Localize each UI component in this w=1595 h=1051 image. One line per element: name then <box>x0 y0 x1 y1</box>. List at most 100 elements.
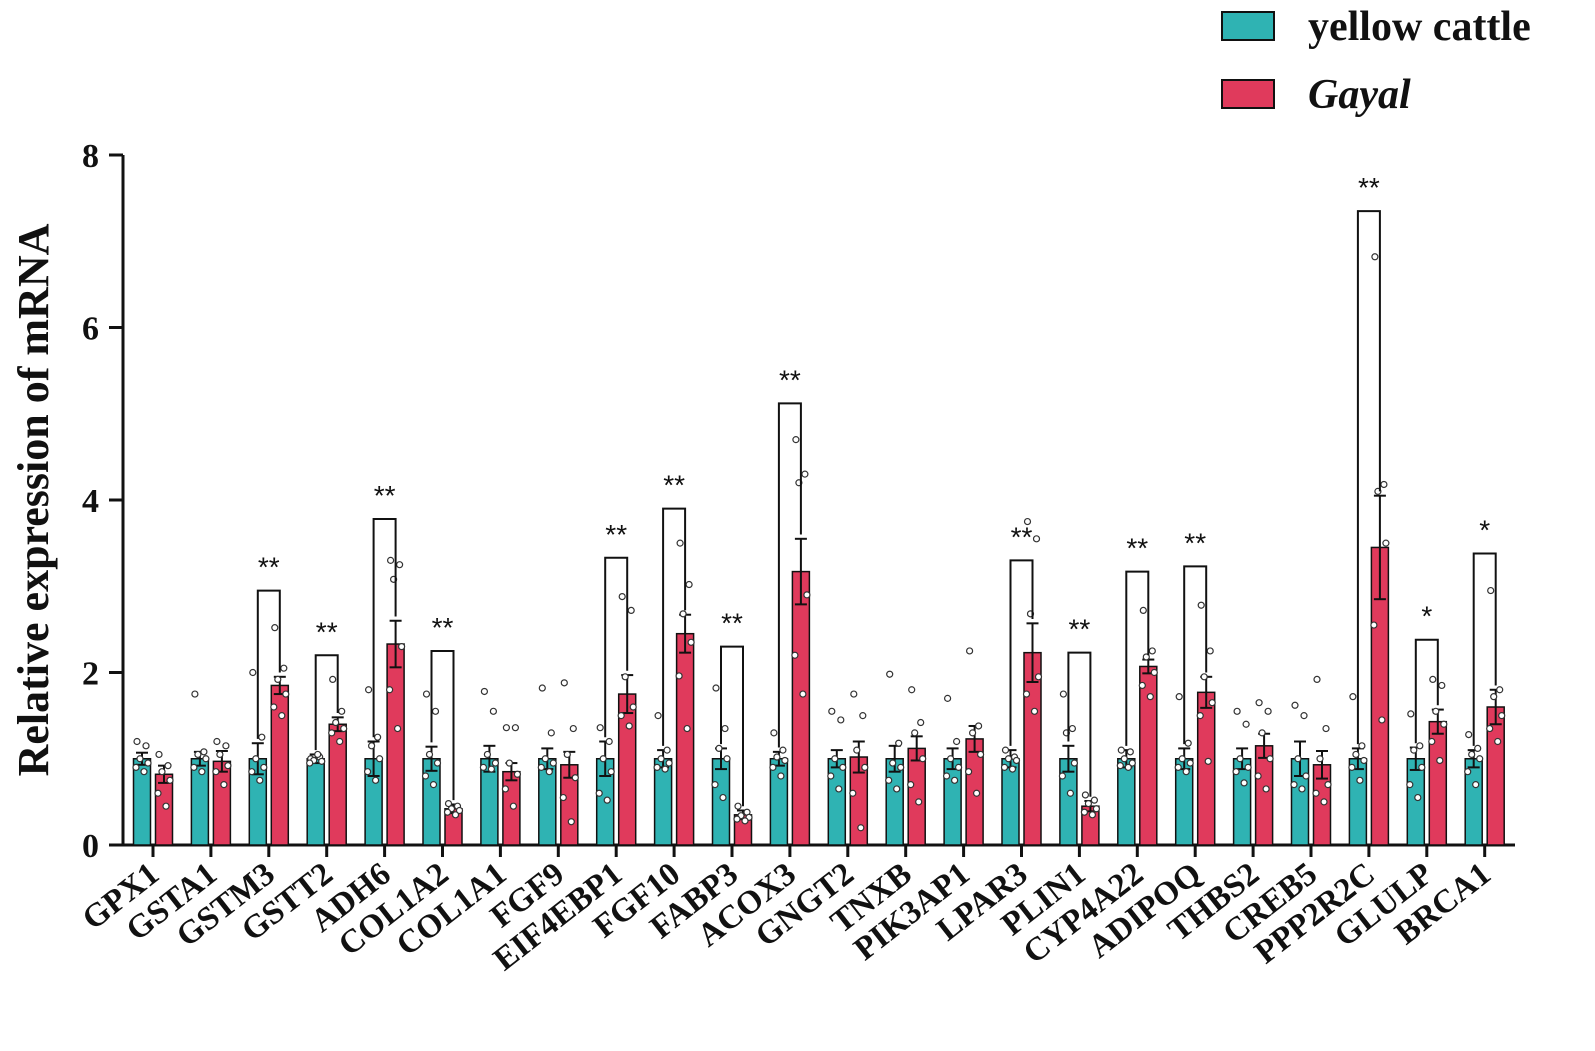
data-point <box>1416 742 1424 750</box>
data-point <box>653 763 661 771</box>
data-point <box>603 796 611 804</box>
data-point <box>545 768 553 776</box>
data-point <box>853 746 861 754</box>
data-point <box>1324 781 1332 789</box>
data-point <box>282 690 290 698</box>
data-point <box>421 772 430 780</box>
bar <box>386 643 405 846</box>
significance-label: ** <box>1358 172 1380 203</box>
data-point <box>509 802 518 810</box>
data-point <box>657 755 665 763</box>
data-point <box>278 712 286 720</box>
data-point <box>260 763 268 771</box>
data-point <box>857 824 865 832</box>
data-point <box>1184 739 1192 747</box>
data-point <box>1302 772 1310 780</box>
data-point <box>679 610 687 618</box>
data-point <box>338 707 346 715</box>
data-point <box>676 539 684 547</box>
data-point <box>1382 539 1390 547</box>
bar <box>769 758 789 846</box>
y-tick-label: 2 <box>82 656 99 693</box>
data-point <box>374 733 382 741</box>
significance-bracket <box>1472 552 1497 746</box>
data-point <box>220 781 228 789</box>
data-point <box>213 737 221 746</box>
significance-label: ** <box>374 480 396 511</box>
data-point <box>968 729 977 737</box>
data-point <box>1124 763 1132 771</box>
y-tick-label: 8 <box>82 138 99 175</box>
y-tick-label: 6 <box>82 311 99 348</box>
data-point <box>433 759 442 767</box>
data-point <box>1081 791 1090 799</box>
data-point <box>559 793 567 802</box>
data-point <box>1316 755 1324 763</box>
data-point <box>443 808 452 816</box>
data-point <box>394 724 402 733</box>
data-point <box>511 724 520 732</box>
bar <box>827 758 847 846</box>
bar <box>791 570 811 846</box>
data-point <box>719 793 727 802</box>
data-point <box>1410 746 1418 754</box>
data-point <box>950 776 959 784</box>
significance-bracket <box>1125 570 1150 746</box>
data-point <box>769 763 777 771</box>
legend-label-yellow-cattle: yellow cattle <box>1308 4 1531 50</box>
data-point <box>1294 755 1302 763</box>
data-point <box>1320 798 1328 806</box>
data-point <box>132 763 140 771</box>
data-point <box>547 729 555 737</box>
data-point <box>133 737 141 746</box>
bar <box>154 773 174 846</box>
data-point <box>1206 647 1214 655</box>
data-point <box>144 759 152 767</box>
significance-bracket <box>372 517 397 738</box>
data-point <box>387 556 395 564</box>
bar <box>1348 758 1368 846</box>
bar <box>1117 758 1136 846</box>
data-point <box>1058 772 1067 780</box>
data-point <box>1370 621 1378 629</box>
data-point <box>274 675 282 684</box>
data-point <box>1139 606 1147 615</box>
data-point <box>1322 724 1330 733</box>
data-point <box>1148 647 1156 655</box>
data-point <box>1298 785 1306 793</box>
data-point <box>675 672 683 680</box>
data-point <box>850 690 858 698</box>
data-point <box>487 765 495 773</box>
data-point <box>919 755 927 763</box>
data-point <box>216 750 224 759</box>
data-point <box>946 755 955 763</box>
data-point <box>194 750 202 759</box>
significance-label: ** <box>316 616 338 647</box>
data-point <box>1030 707 1039 715</box>
data-point <box>329 675 337 684</box>
data-point <box>595 789 603 797</box>
data-point <box>376 755 384 763</box>
data-point <box>489 707 497 715</box>
data-point <box>976 750 985 759</box>
legend-label-gayal: Gayal <box>1308 72 1411 118</box>
data-point <box>791 651 799 659</box>
data-point <box>1197 601 1205 609</box>
data-point <box>1066 789 1075 797</box>
data-point <box>974 722 983 730</box>
data-point <box>629 703 637 711</box>
data-point <box>1084 799 1093 808</box>
data-point <box>154 789 162 797</box>
data-point <box>560 679 568 687</box>
data-point <box>571 774 579 782</box>
data-point <box>1200 673 1208 681</box>
data-point <box>799 690 807 698</box>
data-point <box>1380 480 1388 489</box>
data-point <box>687 638 695 646</box>
data-point <box>249 668 257 677</box>
significance-label: ** <box>663 470 685 501</box>
data-point <box>537 763 545 771</box>
data-point <box>1254 772 1262 780</box>
data-point <box>683 724 691 733</box>
